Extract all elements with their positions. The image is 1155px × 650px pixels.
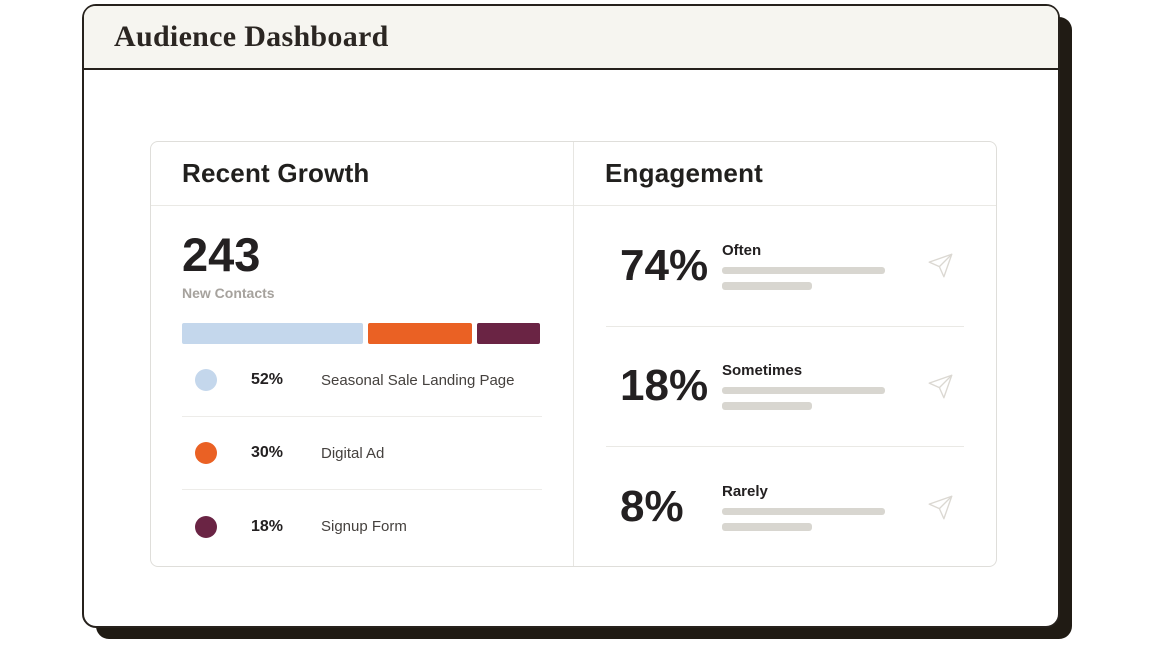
paper-plane-icon [928,495,953,520]
bar-segment-seasonal-sale [182,323,363,344]
engagement-label: Often [722,241,762,259]
engagement-panel: Engagement 74% Often 18% [574,142,996,566]
legend-percent: 52% [251,371,284,388]
engagement-row-sometimes: 18% Sometimes [606,327,964,447]
engagement-label: Sometimes [722,362,803,380]
paper-plane-icon [928,374,953,399]
placeholder-bar [722,387,885,395]
legend-label: Digital Ad [321,444,385,462]
placeholder-bar [722,281,812,290]
engagement-label: Rarely [722,483,768,501]
placeholder-bar [722,402,812,411]
source-legend: 52% Seasonal Sale Landing Page 30% Digit… [182,344,542,563]
legend-label: Seasonal Sale Landing Page [321,371,515,389]
engagement-row-often: 74% Often [606,206,964,327]
window-title: Audience Dashboard [114,20,389,53]
recent-growth-body: 243 New Contacts 52% Seasonal Sale Landi… [151,206,573,563]
legend-dot-icon [195,369,217,391]
engagement-detail: Often [722,242,885,290]
engagement-body: 74% Often 18% Sometimes [574,206,996,566]
recent-growth-panel: Recent Growth 243 New Contacts 52% Seaso… [151,142,574,566]
send-campaign-button[interactable] [927,373,954,400]
legend-row-digital-ad: 30% Digital Ad [182,417,542,490]
engagement-percent: 8% [620,482,684,532]
legend-dot-icon [195,442,217,464]
placeholder-bar [722,266,885,274]
bar-segment-digital-ad [367,323,473,344]
dashboard-card: Recent Growth 243 New Contacts 52% Seaso… [150,141,997,567]
recent-growth-title: Recent Growth [182,158,370,188]
engagement-detail: Sometimes [722,362,885,411]
new-contacts-label: New Contacts [182,285,275,301]
new-contacts-count: 243 [182,228,261,281]
send-campaign-button[interactable] [927,494,954,521]
placeholder-bar [722,508,885,516]
engagement-percent: 74% [620,240,709,290]
legend-label: Signup Form [321,518,407,535]
audience-dashboard-window: Audience Dashboard Recent Growth 243 New… [82,4,1060,628]
engagement-percent: 18% [620,361,709,411]
window-titlebar: Audience Dashboard [84,6,1058,70]
paper-plane-icon [928,253,953,278]
engagement-header: Engagement [574,142,996,206]
legend-percent: 18% [251,517,284,535]
recent-growth-header: Recent Growth [151,142,573,206]
engagement-row-rarely: 8% Rarely [606,447,964,566]
engagement-detail: Rarely [722,483,885,532]
send-campaign-button[interactable] [927,252,954,279]
placeholder-bar [722,523,812,532]
bar-segment-signup-form [477,323,540,344]
legend-dot-icon [195,515,217,538]
legend-row-signup-form: 18% Signup Form [182,490,542,563]
legend-percent: 30% [251,444,284,461]
legend-row-seasonal-sale: 52% Seasonal Sale Landing Page [182,344,542,417]
contacts-source-stacked-bar [182,323,540,344]
engagement-title: Engagement [605,158,764,188]
